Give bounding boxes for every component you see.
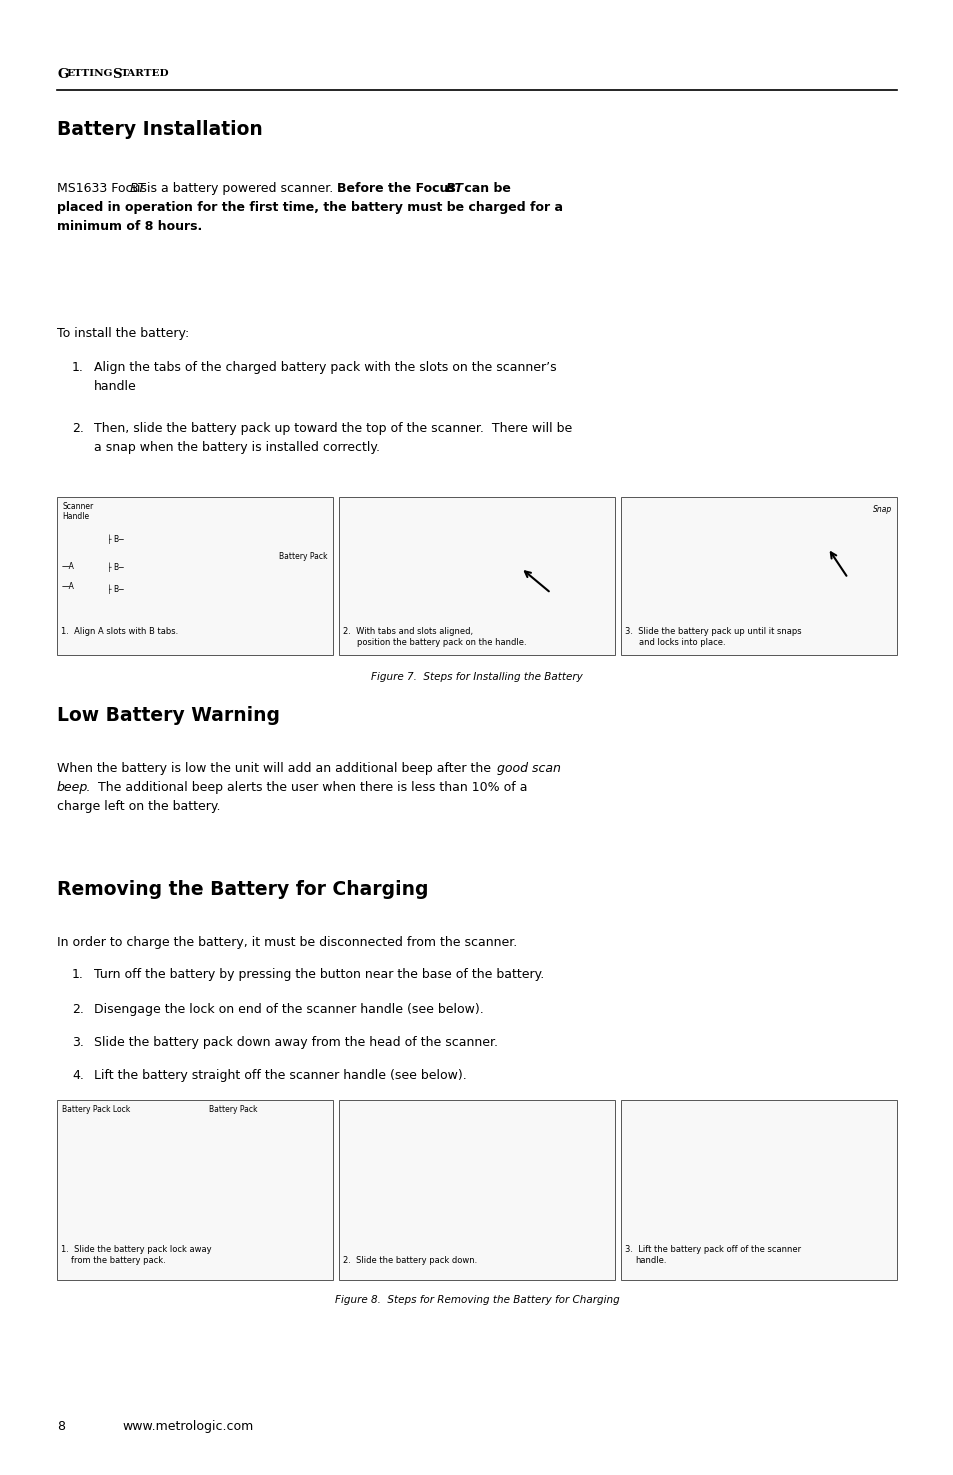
Text: is a battery powered scanner.: is a battery powered scanner. <box>143 181 341 195</box>
Text: 4.: 4. <box>71 1069 84 1083</box>
Text: charge left on the battery.: charge left on the battery. <box>57 799 220 813</box>
Text: 1.  Align A slots with B tabs.: 1. Align A slots with B tabs. <box>61 627 178 636</box>
Text: Handle: Handle <box>62 512 89 521</box>
Text: 3.  Slide the battery pack up until it snaps: 3. Slide the battery pack up until it sn… <box>624 627 801 636</box>
Text: TARTED: TARTED <box>121 69 170 78</box>
Text: Then, slide the battery pack up toward the top of the scanner.  There will be: Then, slide the battery pack up toward t… <box>94 422 572 435</box>
Text: BT: BT <box>130 181 146 195</box>
Text: Turn off the battery by pressing the button near the base of the battery.: Turn off the battery by pressing the but… <box>94 968 543 981</box>
Text: minimum of 8 hours.: minimum of 8 hours. <box>57 220 202 233</box>
Text: Battery Pack: Battery Pack <box>209 1105 257 1114</box>
Text: can be: can be <box>459 181 511 195</box>
Text: 1.  Slide the battery pack lock away: 1. Slide the battery pack lock away <box>61 1245 212 1254</box>
Text: good scan: good scan <box>497 763 560 774</box>
Text: Low Battery Warning: Low Battery Warning <box>57 707 280 726</box>
Text: Battery Pack: Battery Pack <box>279 552 328 560</box>
Text: When the battery is low the unit will add an additional beep after the: When the battery is low the unit will ad… <box>57 763 495 774</box>
Text: handle.: handle. <box>635 1257 666 1266</box>
Text: Removing the Battery for Charging: Removing the Battery for Charging <box>57 881 428 898</box>
Text: 2.: 2. <box>71 1003 84 1016</box>
Text: ├ B─: ├ B─ <box>107 535 124 544</box>
Text: MS1633 Focus: MS1633 Focus <box>57 181 147 195</box>
Text: and locks into place.: and locks into place. <box>639 639 725 648</box>
Text: Disengage the lock on end of the scanner handle (see below).: Disengage the lock on end of the scanner… <box>94 1003 483 1016</box>
Text: Battery Installation: Battery Installation <box>57 119 262 139</box>
Text: 3.  Lift the battery pack off of the scanner: 3. Lift the battery pack off of the scan… <box>624 1245 801 1254</box>
Text: Lift the battery straight off the scanner handle (see below).: Lift the battery straight off the scanne… <box>94 1069 466 1083</box>
Text: a snap when the battery is installed correctly.: a snap when the battery is installed cor… <box>94 441 379 454</box>
Text: placed in operation for the first time, the battery must be charged for a: placed in operation for the first time, … <box>57 201 562 214</box>
Text: Scanner: Scanner <box>62 502 93 510</box>
Text: To install the battery:: To install the battery: <box>57 327 189 341</box>
Text: 2.: 2. <box>71 422 84 435</box>
Text: Align the tabs of the charged battery pack with the slots on the scanner’s: Align the tabs of the charged battery pa… <box>94 361 556 375</box>
Text: ├ B─: ├ B─ <box>107 562 124 571</box>
Text: Figure 8.  Steps for Removing the Battery for Charging: Figure 8. Steps for Removing the Battery… <box>335 1295 618 1305</box>
Text: Before the Focus: Before the Focus <box>336 181 456 195</box>
Bar <box>57 1100 333 1280</box>
Text: position the battery pack on the handle.: position the battery pack on the handle. <box>356 639 526 648</box>
Text: 2.  With tabs and slots aligned,: 2. With tabs and slots aligned, <box>343 627 473 636</box>
Text: ├ B─: ├ B─ <box>107 586 124 594</box>
Bar <box>338 1100 615 1280</box>
Text: —A: —A <box>62 583 74 591</box>
Text: 8: 8 <box>57 1420 65 1434</box>
Text: from the battery pack.: from the battery pack. <box>71 1257 166 1266</box>
Bar <box>620 497 896 655</box>
Text: ETTING: ETTING <box>66 69 112 78</box>
Bar <box>57 497 333 655</box>
Text: beep: beep <box>57 780 89 794</box>
Text: handle: handle <box>94 381 136 392</box>
Text: BT: BT <box>446 181 463 195</box>
Text: 2.  Slide the battery pack down.: 2. Slide the battery pack down. <box>343 1257 476 1266</box>
Text: 1.: 1. <box>71 968 84 981</box>
Text: S: S <box>112 68 121 81</box>
Text: Slide the battery pack down away from the head of the scanner.: Slide the battery pack down away from th… <box>94 1035 497 1049</box>
Text: www.metrologic.com: www.metrologic.com <box>122 1420 253 1434</box>
Text: In order to charge the battery, it must be disconnected from the scanner.: In order to charge the battery, it must … <box>57 937 517 948</box>
Text: G: G <box>57 68 69 81</box>
Text: .  The additional beep alerts the user when there is less than 10% of a: . The additional beep alerts the user wh… <box>86 780 527 794</box>
Text: 3.: 3. <box>71 1035 84 1049</box>
Text: —A: —A <box>62 562 74 571</box>
Text: Snap: Snap <box>872 504 891 513</box>
Bar <box>338 497 615 655</box>
Text: Battery Pack Lock: Battery Pack Lock <box>62 1105 131 1114</box>
Bar <box>620 1100 896 1280</box>
Text: 1.: 1. <box>71 361 84 375</box>
Text: Figure 7.  Steps for Installing the Battery: Figure 7. Steps for Installing the Batte… <box>371 673 582 681</box>
